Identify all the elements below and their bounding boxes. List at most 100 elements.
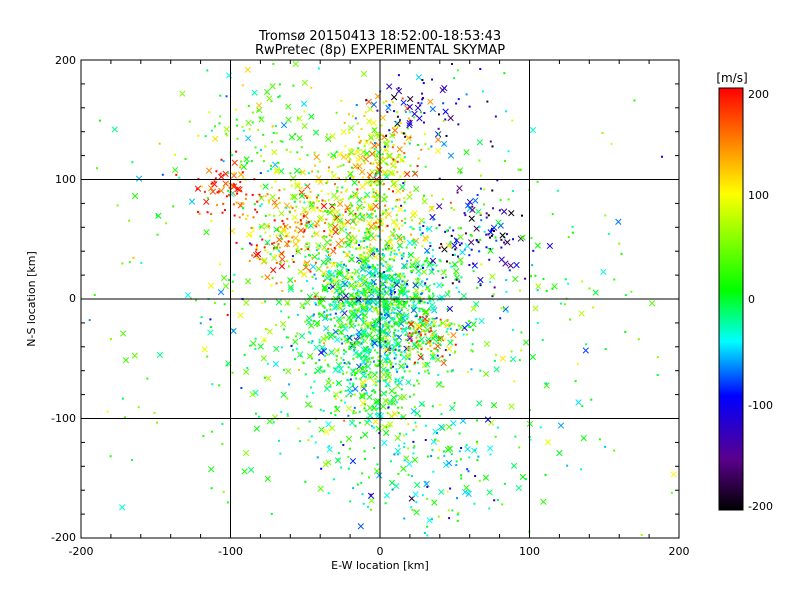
data-point-dot — [425, 259, 428, 262]
data-point-cross — [299, 302, 306, 309]
data-point-cross — [298, 332, 306, 340]
data-point-dot — [364, 237, 367, 240]
data-point-dot — [460, 477, 463, 480]
data-point-dot — [327, 492, 330, 495]
data-point-cross — [331, 277, 339, 284]
data-point-cross — [615, 218, 622, 225]
data-point-cross — [374, 288, 381, 295]
data-point-dot — [437, 133, 440, 136]
data-point-dot — [384, 204, 387, 207]
data-point-dot — [402, 434, 405, 437]
data-point-dot — [241, 177, 244, 180]
data-point-dot — [385, 261, 388, 264]
data-point-dot — [364, 403, 367, 406]
data-point-cross — [330, 261, 337, 268]
data-point-dot — [416, 265, 419, 268]
data-point-dot — [367, 348, 370, 351]
data-point-dot — [153, 411, 156, 414]
data-point-dot — [317, 252, 320, 255]
data-point-dot — [364, 409, 367, 412]
data-point-dot — [384, 209, 387, 212]
data-point-dot — [314, 371, 317, 374]
data-point-dot — [431, 353, 434, 356]
data-point-dot — [403, 459, 406, 462]
data-point-cross — [358, 253, 365, 261]
data-point-dot — [286, 414, 289, 417]
data-point-dot — [329, 230, 332, 233]
data-point-dot — [340, 357, 343, 360]
data-point-dot — [358, 410, 361, 413]
data-point-cross — [245, 119, 252, 126]
data-point-cross — [383, 173, 390, 180]
data-point-dot — [242, 207, 245, 210]
data-point-dot — [317, 302, 320, 305]
data-point-dot — [319, 408, 322, 411]
data-point-dot — [221, 422, 224, 425]
data-point-cross — [357, 523, 364, 530]
data-point-dot — [275, 282, 278, 285]
data-point-dot — [307, 254, 310, 257]
data-point-dot — [290, 179, 293, 182]
data-point-dot — [354, 270, 357, 273]
data-point-dot — [286, 260, 289, 263]
y-tick-label: -200 — [51, 531, 76, 544]
data-point-dot — [354, 411, 357, 414]
data-point-cross — [297, 227, 305, 234]
data-point-dot — [376, 319, 379, 322]
data-point-dot — [581, 405, 584, 408]
data-point-cross — [211, 181, 218, 188]
data-point-cross — [360, 148, 367, 156]
data-point-dot — [313, 380, 316, 383]
data-point-cross — [283, 202, 291, 209]
data-point-dot — [364, 348, 367, 351]
data-point-cross — [365, 227, 372, 234]
data-point-dot — [469, 233, 472, 236]
data-point-dot — [359, 337, 362, 340]
data-point-dot — [340, 332, 343, 335]
data-point-cross — [272, 244, 279, 251]
data-point-dot — [379, 294, 382, 297]
data-point-dot — [380, 124, 383, 127]
data-point-dot — [420, 300, 423, 303]
data-point-cross — [325, 273, 333, 280]
data-point-cross — [575, 399, 582, 406]
data-point-dot — [492, 207, 495, 210]
data-point-dot — [441, 355, 444, 358]
data-point-dot — [306, 263, 309, 266]
data-point-cross — [264, 475, 271, 482]
data-point-dot — [261, 302, 264, 305]
data-point-cross — [335, 379, 343, 387]
data-point-dot — [372, 360, 375, 363]
data-point-cross — [385, 104, 392, 111]
data-point-dot — [362, 394, 365, 397]
data-point-dot — [479, 212, 482, 215]
data-point-dot — [430, 145, 433, 148]
data-point-cross — [271, 414, 279, 421]
data-point-dot — [437, 336, 440, 339]
data-point-dot — [377, 296, 380, 299]
data-point-cross — [522, 339, 530, 346]
data-point-cross — [476, 400, 483, 407]
data-point-dot — [407, 447, 410, 450]
data-point-cross — [390, 180, 397, 188]
data-point-cross — [278, 263, 286, 270]
data-point-dot — [240, 202, 243, 205]
data-point-dot — [489, 453, 492, 456]
data-point-dot — [254, 412, 257, 415]
data-point-dot — [512, 329, 515, 332]
data-point-cross — [393, 222, 400, 229]
data-point-dot — [206, 197, 209, 200]
data-point-dot — [342, 301, 345, 304]
data-point-dot — [428, 330, 431, 333]
data-point-dot — [231, 154, 234, 157]
data-point-dot — [318, 245, 321, 248]
data-point-dot — [378, 315, 381, 318]
data-point-dot — [403, 282, 406, 285]
data-point-dot — [403, 142, 406, 145]
data-point-dot — [327, 286, 330, 289]
data-point-dot — [299, 223, 302, 226]
data-point-cross — [403, 345, 410, 352]
data-point-dot — [307, 220, 310, 223]
data-point-dot — [256, 151, 259, 154]
data-point-dot — [618, 242, 621, 245]
